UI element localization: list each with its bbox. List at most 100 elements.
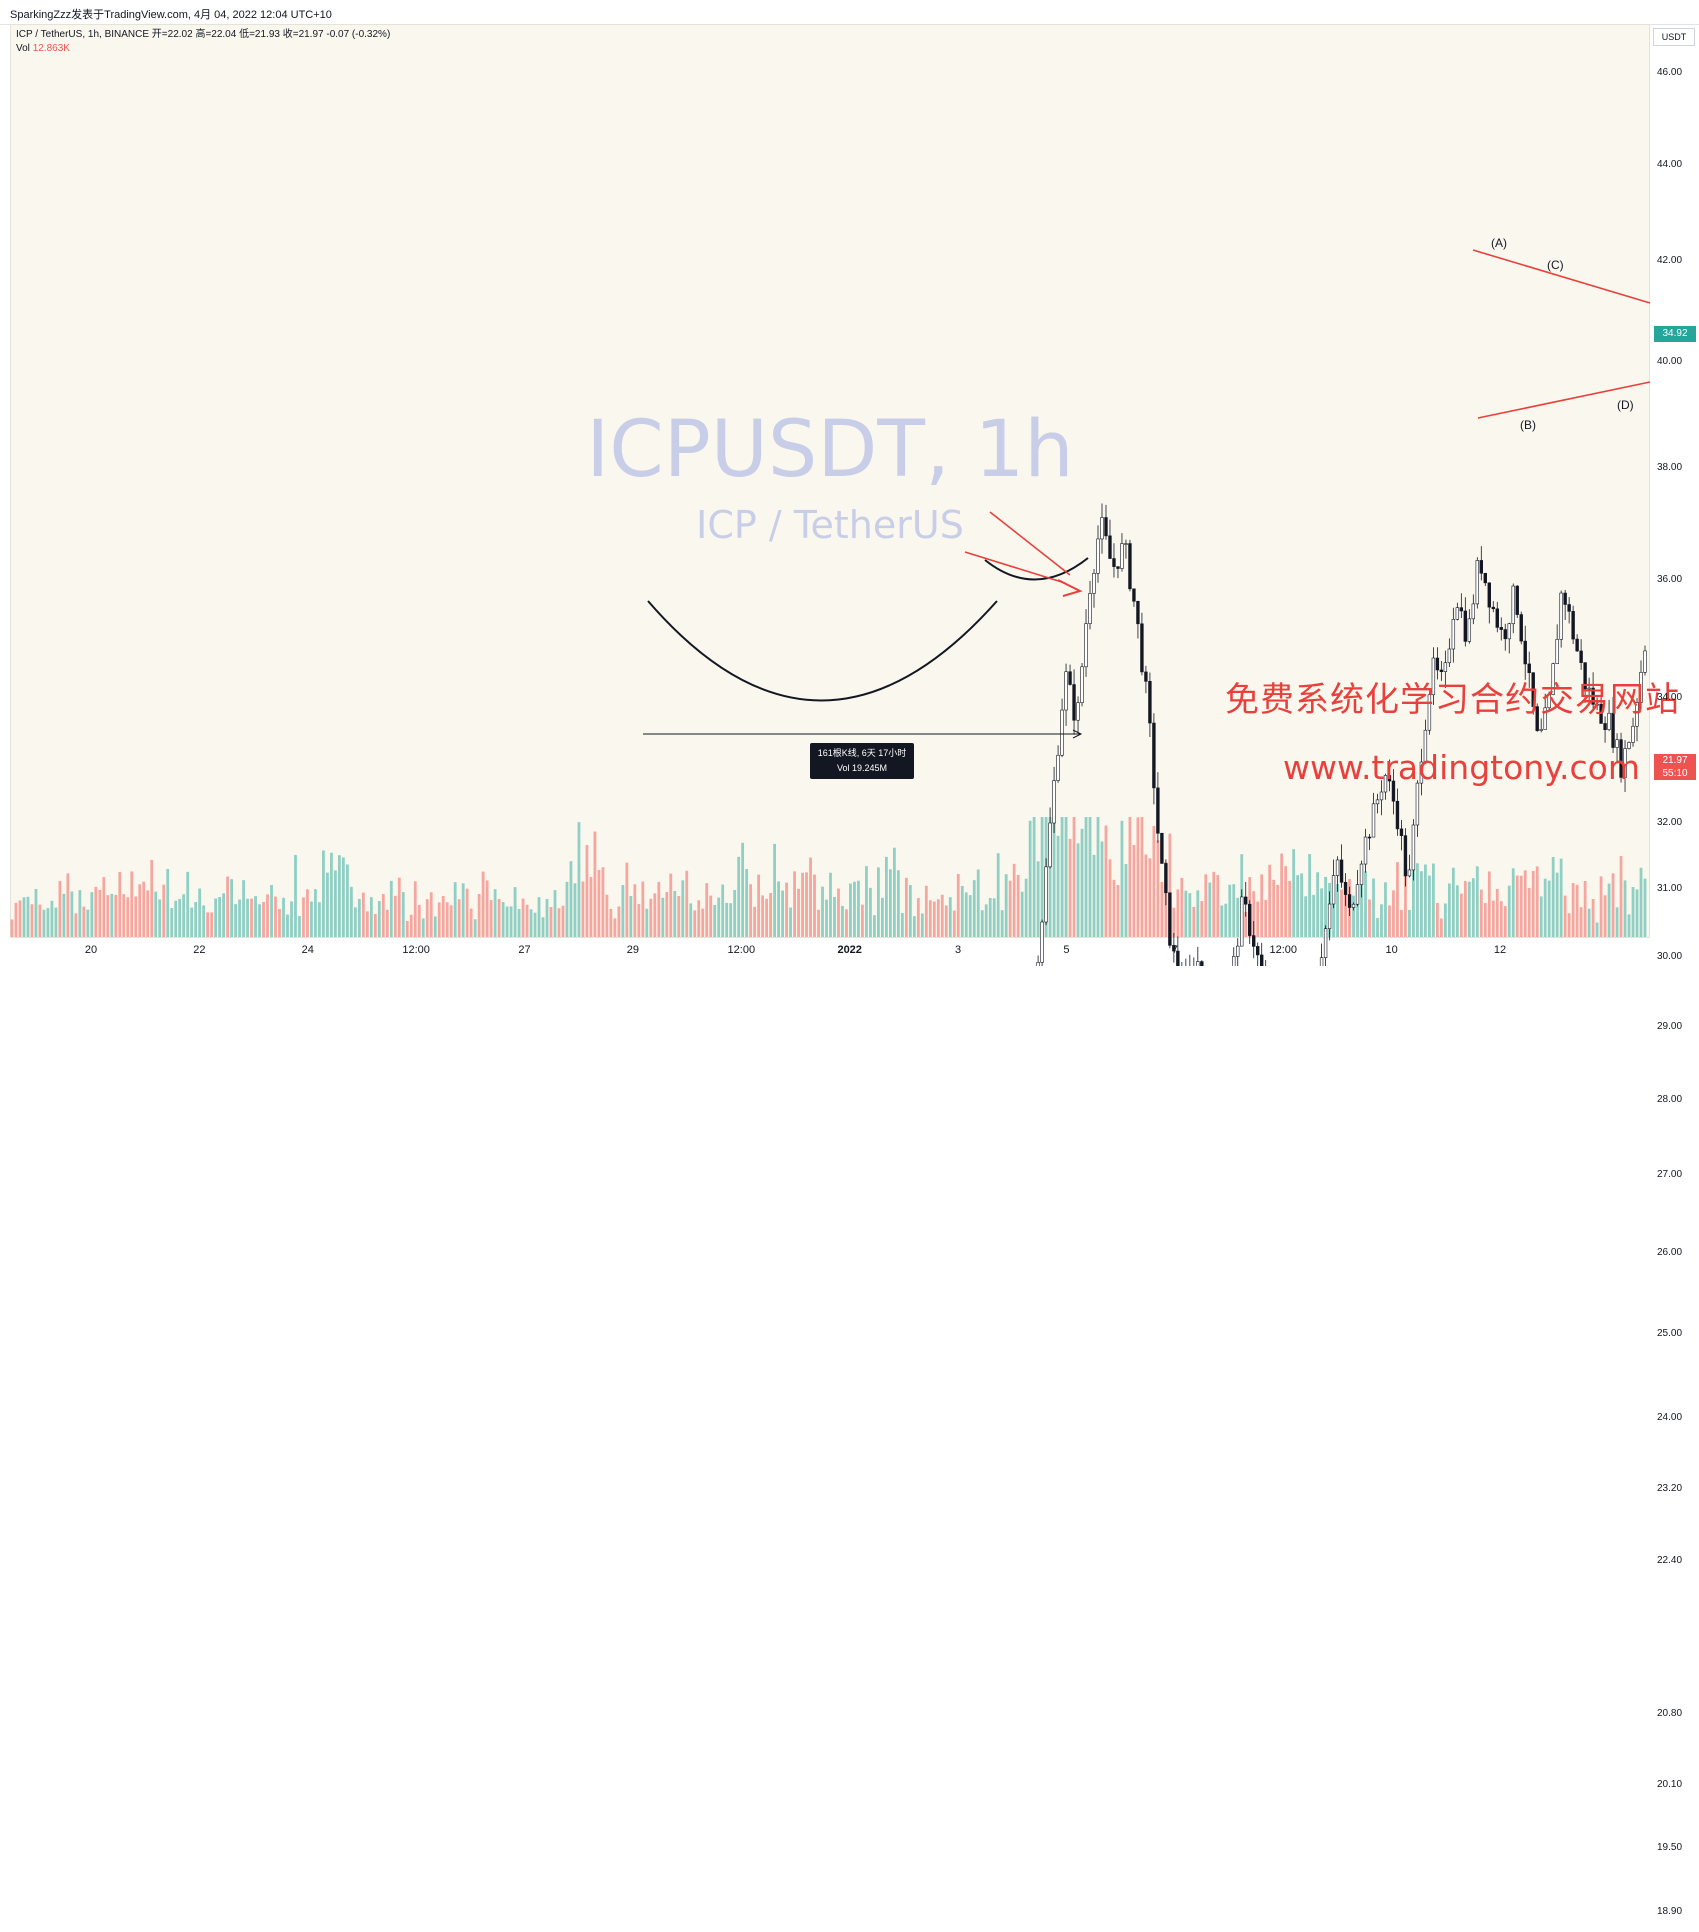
volume-bar bbox=[457, 899, 461, 937]
volume-bar bbox=[353, 907, 357, 937]
volume-bar bbox=[853, 881, 856, 937]
volume-bar bbox=[1200, 901, 1204, 937]
volume-bar bbox=[1551, 856, 1555, 937]
volume-bar bbox=[681, 880, 685, 937]
volume-bar bbox=[833, 896, 836, 937]
candle-body bbox=[1132, 588, 1136, 602]
candle-body bbox=[1479, 560, 1483, 574]
volume-bar bbox=[601, 867, 605, 937]
candle-body bbox=[1491, 606, 1495, 610]
volume-bar bbox=[637, 904, 641, 937]
volume-bar bbox=[924, 885, 928, 937]
volume-bar bbox=[314, 889, 317, 937]
price-tick-label: 20.80 bbox=[1657, 1708, 1683, 1720]
volume-bar bbox=[238, 899, 241, 937]
volume-bar bbox=[1463, 880, 1467, 937]
volume-bar bbox=[282, 897, 285, 937]
volume-bar bbox=[1276, 884, 1280, 937]
volume-bar bbox=[980, 910, 984, 937]
candle-body bbox=[1567, 604, 1571, 612]
volume-bar bbox=[1096, 817, 1100, 937]
volume-bar bbox=[1495, 888, 1499, 937]
currency-badge[interactable]: USDT bbox=[1653, 28, 1695, 46]
price-tick-label: 34.00 bbox=[1657, 692, 1683, 704]
chart-area[interactable] bbox=[10, 24, 1650, 938]
candle-body bbox=[1244, 896, 1248, 905]
volume-bar bbox=[1631, 886, 1635, 937]
volume-bar bbox=[1396, 862, 1399, 937]
volume-bar bbox=[781, 890, 784, 937]
volume-bar bbox=[1603, 895, 1607, 937]
candle-body bbox=[1351, 903, 1356, 908]
volume-bar bbox=[138, 884, 142, 937]
volume-bar bbox=[385, 909, 389, 937]
volume-bar bbox=[258, 904, 261, 937]
volume-bar bbox=[154, 891, 158, 937]
publish-info: SparkingZzz发表于TradingView.com, 4月 04, 20… bbox=[10, 9, 332, 21]
candle-body bbox=[1092, 573, 1096, 594]
volume-bar bbox=[1084, 817, 1088, 937]
candle-body bbox=[1455, 607, 1460, 620]
volume-bar bbox=[250, 898, 253, 937]
volume-bar bbox=[58, 880, 62, 937]
volume-bar bbox=[1304, 896, 1308, 937]
volume-bar bbox=[365, 911, 369, 937]
candle-body bbox=[1148, 681, 1152, 724]
volume-bar bbox=[1212, 871, 1216, 937]
candle-body bbox=[1619, 739, 1623, 778]
price-tick-label: 18.90 bbox=[1657, 1906, 1683, 1918]
candle-body bbox=[1160, 832, 1164, 864]
volume-bar bbox=[1380, 904, 1383, 937]
candle-body bbox=[1168, 892, 1172, 946]
candle-body bbox=[1367, 836, 1372, 839]
volume-bar bbox=[705, 883, 709, 937]
wedge-upper-line bbox=[989, 511, 1071, 576]
volume-bar bbox=[134, 896, 138, 937]
volume-bar bbox=[437, 902, 441, 937]
candle-body bbox=[1236, 945, 1240, 957]
volume-bar bbox=[1124, 864, 1128, 937]
volume-bar bbox=[401, 892, 405, 937]
volume-bar bbox=[1148, 858, 1152, 937]
volume-bar bbox=[573, 883, 577, 937]
volume-bar bbox=[717, 897, 721, 937]
volume-bar bbox=[697, 900, 701, 937]
chart-legend: ICP / TetherUS, 1h, BINANCE 开=22.02 高=22… bbox=[16, 28, 390, 56]
volume-bar bbox=[940, 894, 944, 937]
volume-bar bbox=[202, 905, 206, 937]
volume-bar bbox=[721, 884, 725, 937]
volume-bar bbox=[545, 898, 549, 937]
candle-body bbox=[1503, 629, 1507, 640]
volume-bar bbox=[1447, 883, 1451, 937]
volume-bar bbox=[1599, 876, 1603, 937]
volume-bar bbox=[1543, 878, 1547, 937]
volume-bar bbox=[952, 910, 956, 937]
volume-bar bbox=[789, 907, 792, 937]
candle-body bbox=[1152, 722, 1156, 789]
volume-bar bbox=[1092, 854, 1096, 937]
volume-bar bbox=[773, 843, 776, 937]
volume-bar bbox=[98, 889, 102, 937]
volume-bar bbox=[765, 898, 769, 937]
volume-bar bbox=[86, 909, 90, 937]
volume-bar bbox=[685, 870, 689, 937]
volume-bar bbox=[1032, 817, 1036, 937]
candle-body bbox=[1399, 828, 1404, 836]
volume-bar bbox=[186, 871, 190, 937]
volume-bar bbox=[753, 906, 757, 937]
volume-bar bbox=[178, 898, 182, 937]
chart-canvas[interactable] bbox=[0, 0, 1699, 966]
volume-bar bbox=[389, 880, 393, 937]
volume-bar bbox=[797, 888, 800, 937]
volume-bar bbox=[1475, 866, 1479, 937]
volume-bar bbox=[1320, 888, 1323, 937]
volume-bar bbox=[892, 847, 896, 937]
volume-bar bbox=[42, 909, 46, 937]
volume-bar bbox=[737, 856, 741, 937]
volume-bar bbox=[657, 881, 661, 937]
volume-bar bbox=[246, 898, 249, 937]
volume-bar bbox=[1368, 899, 1371, 937]
price-tick-label: 32.00 bbox=[1657, 817, 1683, 829]
volume-bar bbox=[1224, 903, 1228, 937]
volume-bar bbox=[1527, 888, 1531, 937]
